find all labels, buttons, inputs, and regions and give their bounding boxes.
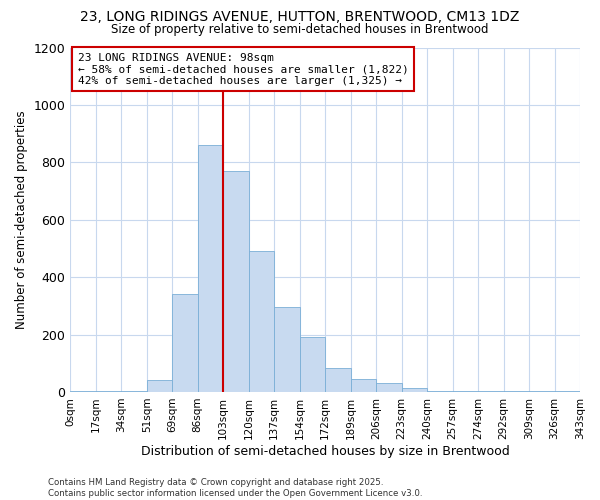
Bar <box>274 308 299 392</box>
Bar <box>376 384 401 392</box>
Text: 23, LONG RIDINGS AVENUE, HUTTON, BRENTWOOD, CM13 1DZ: 23, LONG RIDINGS AVENUE, HUTTON, BRENTWO… <box>80 10 520 24</box>
Bar <box>198 145 223 392</box>
Text: Size of property relative to semi-detached houses in Brentwood: Size of property relative to semi-detach… <box>111 22 489 36</box>
Y-axis label: Number of semi-detached properties: Number of semi-detached properties <box>15 110 28 329</box>
Bar <box>350 379 376 392</box>
Bar <box>248 252 274 392</box>
Bar <box>401 388 427 392</box>
Bar <box>325 368 350 392</box>
X-axis label: Distribution of semi-detached houses by size in Brentwood: Distribution of semi-detached houses by … <box>141 444 509 458</box>
Bar <box>299 338 325 392</box>
Text: Contains HM Land Registry data © Crown copyright and database right 2025.
Contai: Contains HM Land Registry data © Crown c… <box>48 478 422 498</box>
Bar <box>223 171 248 392</box>
Bar <box>147 380 172 392</box>
Text: 23 LONG RIDINGS AVENUE: 98sqm
← 58% of semi-detached houses are smaller (1,822)
: 23 LONG RIDINGS AVENUE: 98sqm ← 58% of s… <box>78 52 409 86</box>
Bar <box>172 294 198 392</box>
Bar <box>427 390 452 392</box>
